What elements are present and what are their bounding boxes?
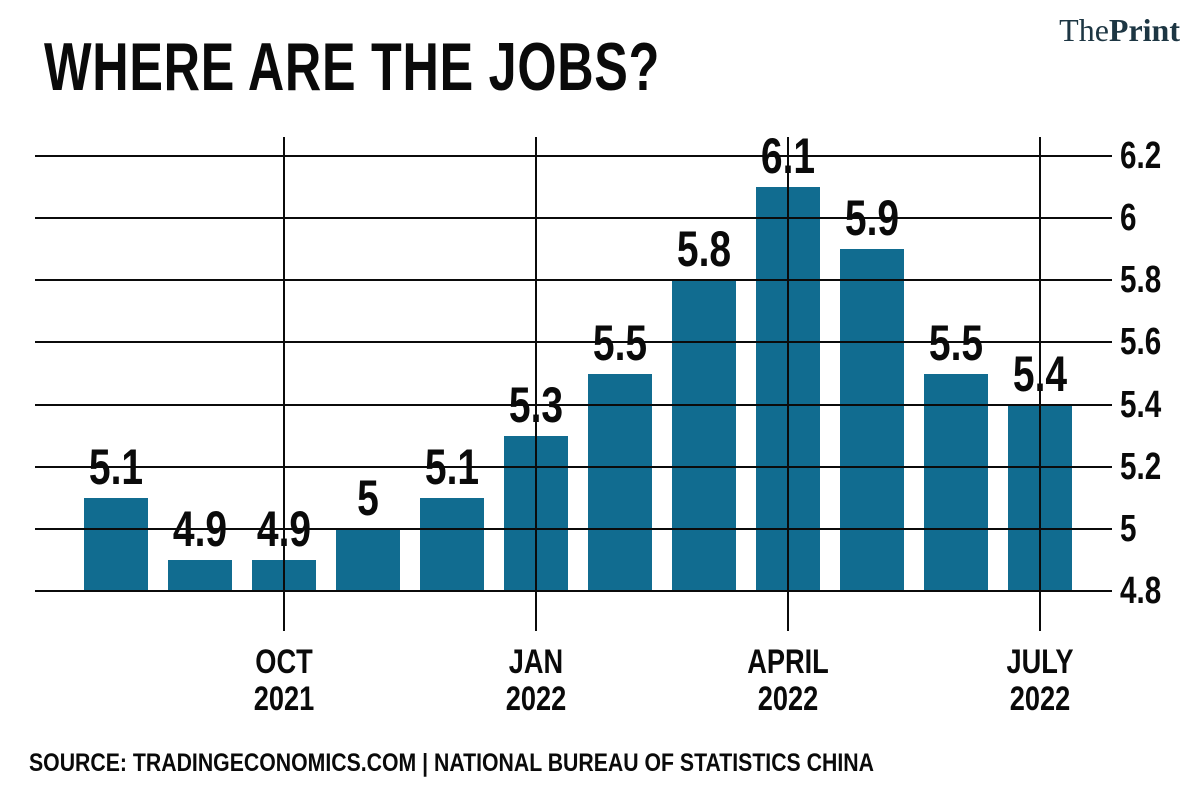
x-tick-month: JULY bbox=[1006, 643, 1074, 681]
bar bbox=[420, 497, 484, 591]
x-axis-tick-label: JAN 2022 bbox=[468, 644, 604, 718]
gridline-vertical bbox=[535, 137, 537, 631]
bar-value-label: 5.3 bbox=[508, 376, 564, 433]
bar-value-label: 5.1 bbox=[424, 438, 480, 495]
gridline-vertical bbox=[1039, 137, 1041, 631]
gridline-horizontal bbox=[35, 465, 1112, 468]
y-axis-tick-label: 6.2 bbox=[1120, 135, 1162, 177]
theprint-logo: ThePrint bbox=[1059, 13, 1180, 47]
gridline-vertical bbox=[787, 137, 789, 631]
source-attribution: SOURCE: TRADINGECONOMICS.COM | NATIONAL … bbox=[29, 749, 874, 777]
x-tick-month: APRIL bbox=[747, 643, 829, 681]
bar-value-label: 4.9 bbox=[172, 500, 228, 557]
x-tick-year: 2022 bbox=[505, 680, 567, 718]
logo-the: The bbox=[1059, 12, 1109, 48]
x-tick-month: JAN bbox=[508, 643, 564, 681]
x-tick-year: 2022 bbox=[1009, 680, 1071, 718]
gridline-horizontal bbox=[35, 590, 1112, 592]
logo-print: Print bbox=[1108, 12, 1180, 48]
gridline-horizontal bbox=[35, 403, 1112, 406]
bar-value-label: 5.5 bbox=[928, 314, 984, 371]
bar-value-label: 5.5 bbox=[592, 314, 648, 371]
bar bbox=[168, 559, 232, 591]
y-axis-tick-label: 6 bbox=[1120, 197, 1137, 240]
bar-value-label: 6.1 bbox=[760, 128, 816, 185]
y-axis-tick-label: 5.6 bbox=[1120, 321, 1162, 364]
gridline-horizontal bbox=[35, 341, 1112, 344]
x-tick-year: 2022 bbox=[757, 680, 819, 718]
x-axis-tick-label: APRIL 2022 bbox=[720, 644, 856, 718]
bar-value-label: 5 bbox=[357, 469, 379, 526]
bar-value-label: 5.9 bbox=[844, 190, 900, 247]
chart-title: WHERE ARE THE JOBS? bbox=[44, 29, 661, 105]
x-tick-month: OCT bbox=[255, 643, 313, 681]
gridline-horizontal bbox=[35, 279, 1112, 282]
bar-value-label: 5.4 bbox=[1012, 345, 1068, 402]
x-tick-year: 2021 bbox=[253, 680, 315, 718]
bar bbox=[588, 373, 652, 591]
bar bbox=[924, 373, 988, 591]
y-axis-tick-label: 5.4 bbox=[1120, 383, 1162, 426]
bar-value-label: 5.1 bbox=[88, 438, 144, 495]
y-axis-tick-label: 5 bbox=[1120, 507, 1137, 550]
gridline-horizontal bbox=[35, 527, 1112, 530]
bar bbox=[672, 280, 736, 591]
x-axis-tick-label: JULY 2022 bbox=[972, 644, 1108, 718]
y-axis-tick-label: 5.8 bbox=[1120, 259, 1162, 302]
y-axis-tick-label: 5.2 bbox=[1120, 445, 1162, 488]
bar-value-label: 4.9 bbox=[256, 500, 312, 557]
bar-value-label: 5.8 bbox=[676, 221, 732, 278]
gridline-horizontal bbox=[35, 155, 1112, 157]
gridline-vertical bbox=[283, 137, 285, 631]
y-axis-tick-label: 4.8 bbox=[1120, 570, 1162, 612]
bar bbox=[336, 528, 400, 591]
x-axis-tick-label: OCT 2021 bbox=[216, 644, 352, 718]
bar bbox=[840, 249, 904, 591]
bar bbox=[84, 497, 148, 591]
gridline-horizontal bbox=[35, 217, 1112, 220]
